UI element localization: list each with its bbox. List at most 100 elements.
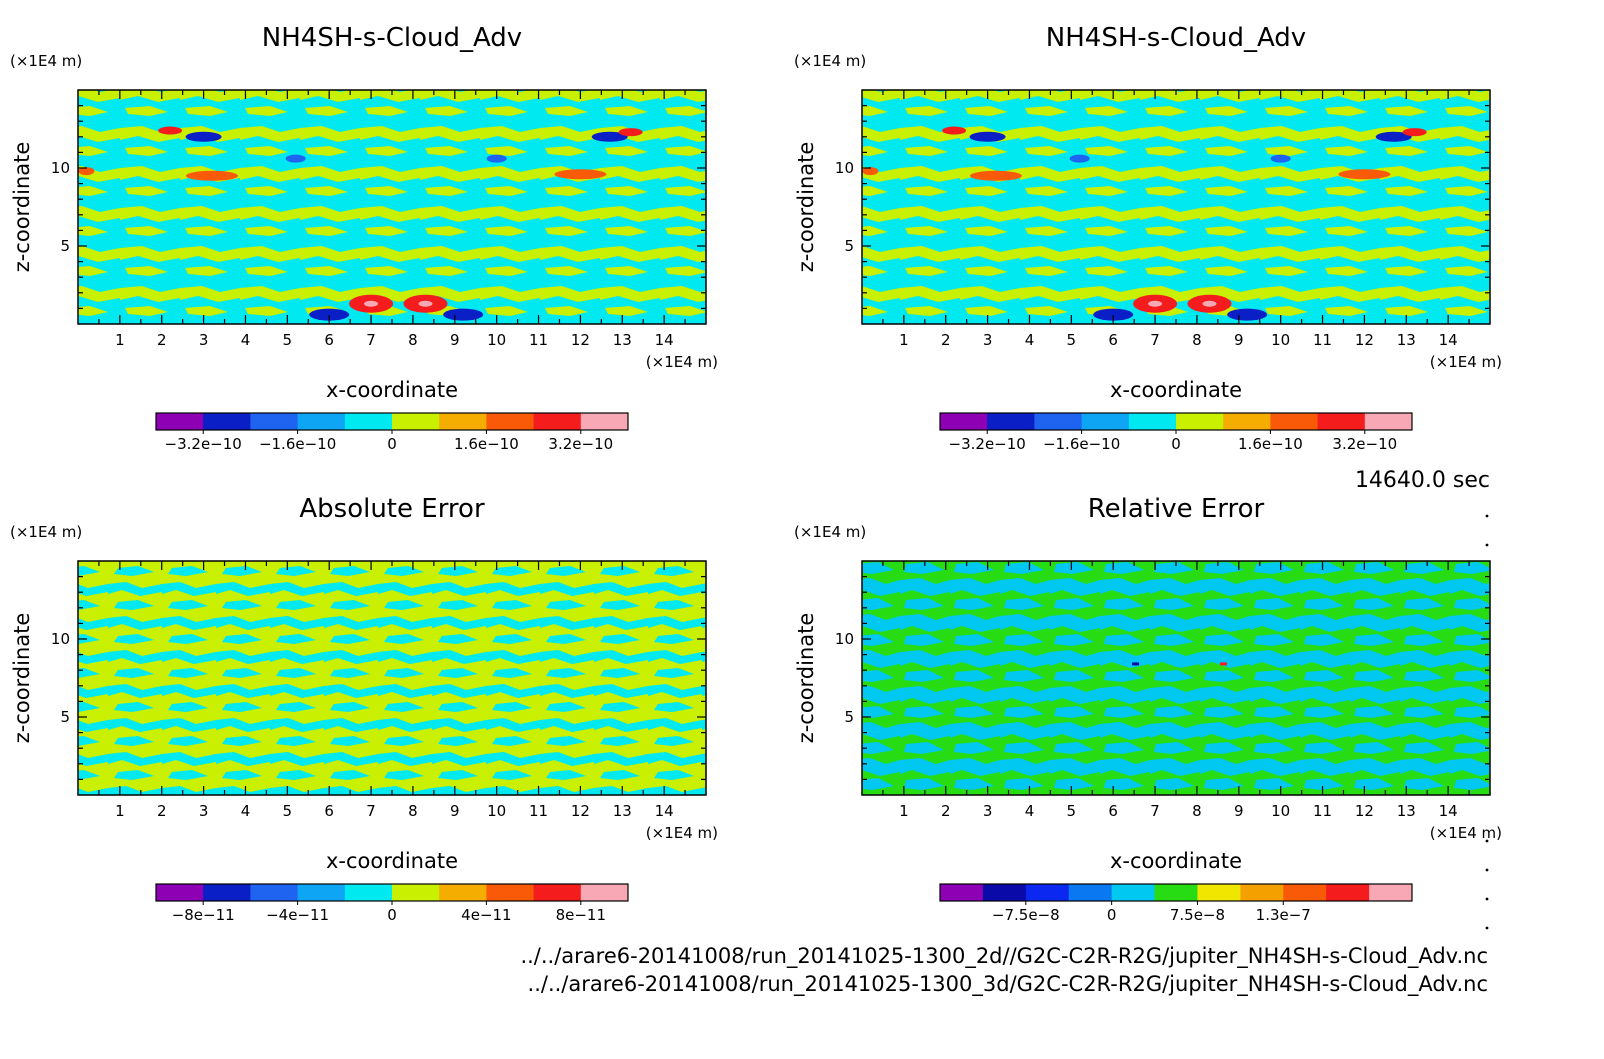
marker-dot	[1485, 897, 1489, 901]
colorbar-swatch	[940, 884, 984, 901]
colorbar-label: 7.5e−8	[1170, 906, 1225, 924]
colorbar-swatch	[580, 884, 629, 901]
colorbar-swatch	[1317, 413, 1366, 430]
x-unit-label: (×1E4 m)	[1430, 353, 1502, 371]
colorbar-swatch	[439, 884, 487, 901]
colorbar-swatch	[297, 884, 346, 901]
x-tick-label: 2	[157, 802, 167, 820]
colorbar-swatch	[940, 413, 988, 430]
x-tick-label: 9	[450, 802, 460, 820]
colorbar-swatch	[1128, 413, 1177, 430]
x-axis-label: x-coordinate	[326, 849, 458, 873]
x-tick-label: 3	[199, 802, 209, 820]
colorbar-swatch	[344, 413, 393, 430]
contour-feature-8	[1270, 154, 1291, 163]
contour-peak-1	[1148, 300, 1163, 307]
time-label: 14640.0 sec	[1355, 468, 1490, 493]
colorbar-label: 3.2e−10	[1332, 435, 1397, 453]
colorbar-label: −1.6e−10	[1043, 435, 1120, 453]
contour-feature-6	[554, 169, 607, 180]
file-path-2: ../../arare6-20141008/run_20141025-1300_…	[527, 972, 1488, 996]
colorbar-swatch	[1223, 413, 1271, 430]
x-tick-label: 5	[1067, 331, 1077, 349]
contour-feature-1	[1132, 662, 1140, 666]
x-tick-label: 6	[1108, 331, 1118, 349]
marker-dot	[1485, 926, 1489, 930]
colorbar-label: 0	[387, 435, 397, 453]
colorbar-label: 0	[387, 906, 397, 924]
colorbar-swatch	[580, 413, 629, 430]
colorbar-swatch	[486, 884, 535, 901]
x-unit-label: (×1E4 m)	[646, 824, 718, 842]
colorbar-swatch	[1240, 884, 1284, 901]
contour-feature-2	[591, 131, 628, 142]
colorbar-swatch	[1197, 884, 1241, 901]
colorbar-swatch	[1081, 413, 1130, 430]
colorbar-swatch	[486, 413, 535, 430]
x-unit-label: (×1E4 m)	[646, 353, 718, 371]
colorbar-swatch	[1369, 884, 1413, 901]
x-tick-label: 9	[1234, 802, 1244, 820]
x-tick-label: 14	[655, 802, 674, 820]
colorbar-swatch	[250, 884, 299, 901]
y-tick-label: 5	[60, 708, 70, 726]
colorbar-swatch	[156, 413, 204, 430]
colorbar-swatch	[1364, 413, 1413, 430]
colorbar-swatch	[297, 413, 346, 430]
contour-peak-2	[1202, 300, 1217, 307]
colorbar-swatch	[439, 413, 487, 430]
colorbar-label: 1.6e−10	[454, 435, 519, 453]
x-tick-label: 5	[283, 802, 293, 820]
x-axis-label: x-coordinate	[1110, 378, 1242, 402]
x-tick-label: 14	[1439, 802, 1458, 820]
x-tick-label: 4	[241, 802, 251, 820]
colorbar-label: −1.6e−10	[259, 435, 336, 453]
x-tick-label: 2	[941, 331, 951, 349]
colorbar-swatch	[1154, 884, 1198, 901]
colorbar-label: −4e−11	[266, 906, 329, 924]
colorbar-swatch	[1176, 413, 1224, 430]
contour-feature-1	[969, 131, 1006, 142]
colorbar-swatch	[1326, 884, 1370, 901]
x-axis-label: x-coordinate	[1110, 849, 1242, 873]
x-tick-label: 7	[366, 802, 376, 820]
x-tick-label: 14	[655, 331, 674, 349]
y-unit-label: (×1E4 m)	[794, 52, 866, 70]
contour-feature-7	[285, 154, 306, 163]
colorbar-swatch	[392, 413, 440, 430]
x-unit-label: (×1E4 m)	[1430, 824, 1502, 842]
marker-dot	[1485, 839, 1489, 843]
chart-panel-2: NH4SH-s-Cloud_Adv(×1E4 m)1 2 3 4 5 6 7 8 9 10 11 12…	[794, 23, 1502, 453]
x-tick-label: 8	[1192, 802, 1202, 820]
y-tick-label: 10	[51, 159, 70, 177]
x-tick-label: 11	[529, 802, 548, 820]
colorbar-swatch	[982, 884, 1027, 901]
x-tick-label: 5	[1067, 802, 1077, 820]
x-tick-label: 13	[613, 331, 632, 349]
chart-title: NH4SH-s-Cloud_Adv	[262, 23, 522, 53]
chart-panel-3: Absolute Error(×1E4 m)1 2 3 4 5 6 7 8 9 10 11 12 13 1…	[10, 494, 718, 924]
y-axis-label: z-coordinate	[10, 613, 34, 744]
contour-feature-13	[862, 167, 879, 176]
colorbar-swatch	[250, 413, 299, 430]
colorbar-swatch	[533, 413, 582, 430]
y-tick-label: 5	[60, 237, 70, 255]
contour-feature-8	[486, 154, 507, 163]
x-tick-label: 3	[983, 331, 993, 349]
x-tick-label: 13	[1397, 331, 1416, 349]
chart-title: NH4SH-s-Cloud_Adv	[1046, 23, 1306, 53]
x-tick-label: 11	[1313, 331, 1332, 349]
x-tick-label: 6	[324, 331, 334, 349]
y-tick-label: 5	[844, 708, 854, 726]
y-tick-label: 5	[844, 237, 854, 255]
heatmap-field	[862, 561, 1490, 795]
y-axis-label: z-coordinate	[794, 613, 818, 744]
colorbar-frame	[939, 883, 1413, 902]
contour-feature-12	[1227, 308, 1268, 321]
x-tick-label: 10	[1271, 331, 1290, 349]
colorbar-label: 4e−11	[461, 906, 511, 924]
colorbar-swatch	[392, 884, 440, 901]
x-tick-label: 10	[487, 331, 506, 349]
colorbar-swatch	[203, 413, 251, 430]
